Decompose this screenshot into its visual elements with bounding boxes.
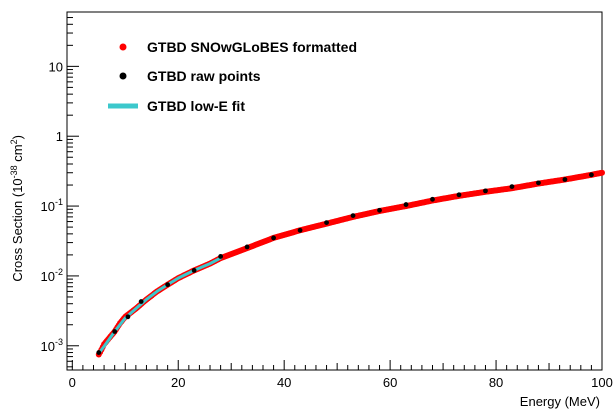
x-tick-label: 100 <box>591 375 613 390</box>
x-tick-label: 40 <box>277 375 291 390</box>
x-tick-label: 80 <box>489 375 503 390</box>
raw-point <box>112 329 118 334</box>
plot-frame <box>66 11 603 371</box>
plot-area-border <box>66 11 603 371</box>
raw-point <box>536 180 541 186</box>
raw-point <box>297 227 303 233</box>
legend-entry: GTBD SNOwGLoBES formatted <box>119 39 357 55</box>
raw-point <box>191 267 197 273</box>
series-raw-points <box>96 172 594 355</box>
raw-point <box>377 207 382 213</box>
x-axis-label: Energy (MeV) <box>520 394 600 409</box>
y-axis-label: Cross Section (10-38 cm2) <box>9 135 25 282</box>
y-axis-label-unit: cm <box>10 144 25 165</box>
y-tick-label: 10-1 <box>41 197 63 214</box>
y-axis-label-exponent: -38 <box>9 165 19 178</box>
x-tick-label: 0 <box>69 375 76 390</box>
raw-point <box>483 188 488 194</box>
y-axis-label-unit-exponent: 2 <box>9 139 19 144</box>
formatted-point <box>599 169 605 176</box>
legend-label: GTBD SNOwGLoBES formatted <box>147 39 357 55</box>
raw-point <box>403 202 409 207</box>
x-axis: 0 20 40 60 80 100 <box>69 360 613 390</box>
legend: GTBD SNOwGLoBES formatted GTBD raw points… <box>108 39 357 114</box>
y-tick-label: 10 <box>49 59 63 74</box>
legend-marker-swatch <box>119 43 127 51</box>
legend-entry: GTBD raw points <box>119 68 261 84</box>
y-axis-label-suffix: ) <box>10 135 25 139</box>
x-tick-label: 20 <box>171 375 185 390</box>
y-tick-label: 10-2 <box>41 267 63 284</box>
raw-point <box>350 213 356 219</box>
legend-marker-swatch <box>119 72 127 80</box>
raw-point <box>456 192 462 198</box>
y-tick-label: 1 <box>56 129 63 144</box>
raw-point <box>562 177 568 182</box>
raw-point <box>244 244 250 250</box>
raw-point <box>96 350 102 355</box>
legend-entry: GTBD low-E fit <box>108 98 245 114</box>
raw-point <box>324 220 329 225</box>
raw-point <box>218 254 224 259</box>
legend-label: GTBD raw points <box>147 68 261 84</box>
raw-point <box>509 184 515 189</box>
raw-point <box>138 299 144 304</box>
series-low-e-fit-line <box>97 256 223 355</box>
x-tick-label: 60 <box>383 375 397 390</box>
y-axis-label-prefix: Cross Section (10 <box>10 178 25 281</box>
y-tick-label: 10-3 <box>41 337 63 354</box>
raw-point <box>589 172 594 178</box>
y-axis: 10-3 10-2 10-1 1 10 <box>41 11 79 368</box>
raw-point <box>271 235 276 241</box>
raw-point <box>125 314 131 320</box>
raw-point <box>165 282 171 288</box>
legend-label: GTBD low-E fit <box>147 98 245 114</box>
raw-point <box>430 196 435 202</box>
plot-series <box>95 169 605 358</box>
